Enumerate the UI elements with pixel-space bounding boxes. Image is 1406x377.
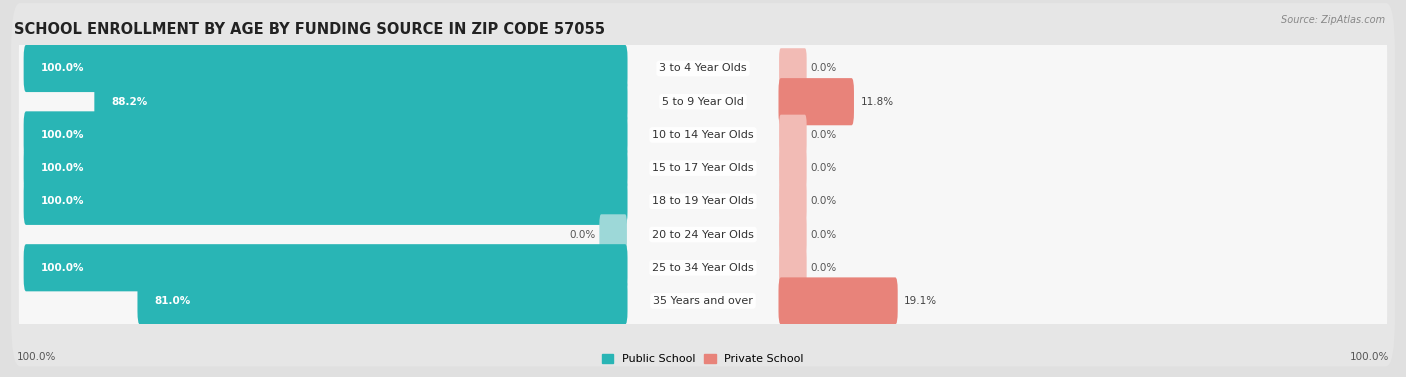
- FancyBboxPatch shape: [779, 148, 807, 188]
- FancyBboxPatch shape: [18, 181, 1388, 289]
- Text: 5 to 9 Year Old: 5 to 9 Year Old: [662, 97, 744, 107]
- Text: 0.0%: 0.0%: [811, 130, 837, 140]
- FancyBboxPatch shape: [18, 214, 1388, 322]
- FancyBboxPatch shape: [18, 114, 1388, 222]
- Text: 0.0%: 0.0%: [811, 196, 837, 206]
- FancyBboxPatch shape: [779, 277, 897, 325]
- Text: 100.0%: 100.0%: [41, 130, 84, 140]
- Text: 0.0%: 0.0%: [811, 163, 837, 173]
- Text: 88.2%: 88.2%: [111, 97, 148, 107]
- Text: 0.0%: 0.0%: [811, 230, 837, 239]
- FancyBboxPatch shape: [18, 247, 1388, 355]
- Text: 0.0%: 0.0%: [811, 263, 837, 273]
- FancyBboxPatch shape: [779, 214, 807, 255]
- Text: 0.0%: 0.0%: [811, 63, 837, 74]
- Text: 100.0%: 100.0%: [41, 196, 84, 206]
- FancyBboxPatch shape: [18, 81, 1388, 189]
- FancyBboxPatch shape: [24, 178, 627, 225]
- FancyBboxPatch shape: [11, 202, 1395, 333]
- Text: 11.8%: 11.8%: [860, 97, 894, 107]
- FancyBboxPatch shape: [24, 144, 627, 192]
- Text: 15 to 17 Year Olds: 15 to 17 Year Olds: [652, 163, 754, 173]
- FancyBboxPatch shape: [11, 169, 1395, 300]
- Text: 20 to 24 Year Olds: 20 to 24 Year Olds: [652, 230, 754, 239]
- FancyBboxPatch shape: [24, 244, 627, 291]
- FancyBboxPatch shape: [779, 78, 853, 125]
- Legend: Public School, Private School: Public School, Private School: [598, 349, 808, 369]
- Text: SCHOOL ENROLLMENT BY AGE BY FUNDING SOURCE IN ZIP CODE 57055: SCHOOL ENROLLMENT BY AGE BY FUNDING SOUR…: [14, 22, 605, 37]
- Text: 100.0%: 100.0%: [41, 263, 84, 273]
- FancyBboxPatch shape: [779, 181, 807, 222]
- Text: Source: ZipAtlas.com: Source: ZipAtlas.com: [1281, 15, 1385, 25]
- FancyBboxPatch shape: [94, 78, 627, 125]
- Text: 0.0%: 0.0%: [569, 230, 595, 239]
- Text: 10 to 14 Year Olds: 10 to 14 Year Olds: [652, 130, 754, 140]
- Text: 25 to 34 Year Olds: 25 to 34 Year Olds: [652, 263, 754, 273]
- FancyBboxPatch shape: [24, 111, 627, 158]
- FancyBboxPatch shape: [18, 14, 1388, 123]
- FancyBboxPatch shape: [11, 103, 1395, 234]
- Text: 35 Years and over: 35 Years and over: [652, 296, 754, 306]
- FancyBboxPatch shape: [11, 236, 1395, 366]
- Text: 81.0%: 81.0%: [155, 296, 191, 306]
- Text: 18 to 19 Year Olds: 18 to 19 Year Olds: [652, 196, 754, 206]
- FancyBboxPatch shape: [24, 45, 627, 92]
- FancyBboxPatch shape: [599, 214, 627, 255]
- FancyBboxPatch shape: [779, 48, 807, 89]
- FancyBboxPatch shape: [779, 248, 807, 288]
- Text: 3 to 4 Year Olds: 3 to 4 Year Olds: [659, 63, 747, 74]
- Text: 100.0%: 100.0%: [17, 352, 56, 362]
- Text: 100.0%: 100.0%: [41, 163, 84, 173]
- FancyBboxPatch shape: [138, 277, 627, 325]
- Text: 19.1%: 19.1%: [904, 296, 938, 306]
- FancyBboxPatch shape: [18, 147, 1388, 256]
- FancyBboxPatch shape: [11, 3, 1395, 134]
- FancyBboxPatch shape: [11, 69, 1395, 200]
- FancyBboxPatch shape: [11, 136, 1395, 267]
- Text: 100.0%: 100.0%: [41, 63, 84, 74]
- FancyBboxPatch shape: [11, 36, 1395, 167]
- FancyBboxPatch shape: [18, 48, 1388, 156]
- FancyBboxPatch shape: [779, 115, 807, 155]
- Text: 100.0%: 100.0%: [1350, 352, 1389, 362]
